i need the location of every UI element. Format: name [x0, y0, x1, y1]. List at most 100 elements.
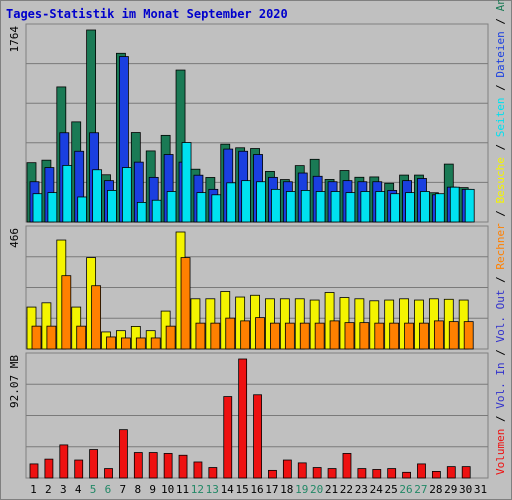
legend-entry: /: [494, 409, 507, 429]
bar-rechner: [106, 336, 116, 350]
bar-volumen: [327, 468, 337, 479]
x-tick-label: 22: [340, 483, 353, 496]
bar-seiten: [151, 199, 162, 223]
bar-rechner: [448, 321, 459, 350]
bar-rechner: [210, 322, 221, 350]
x-tick-label: 19: [295, 483, 308, 496]
bar-volumen: [59, 444, 69, 479]
bar-seiten: [196, 192, 207, 223]
bar-rechner: [165, 325, 176, 350]
bar-seiten: [241, 180, 252, 223]
bar-volumen: [253, 394, 262, 479]
legend-entry: Vol. Out: [494, 290, 507, 343]
legend-entry: /: [494, 343, 507, 363]
bar-volumen: [193, 461, 203, 479]
x-tick-label: 20: [310, 483, 323, 496]
x-tick-label: 31: [474, 483, 487, 496]
bar-volumen: [89, 449, 99, 479]
bar-seiten: [449, 186, 460, 223]
x-tick-label: 25: [385, 483, 398, 496]
bar-seiten: [136, 202, 147, 223]
bar-seiten: [211, 194, 222, 223]
bar-rechner: [270, 322, 280, 350]
legend-entry: /: [494, 11, 507, 31]
x-tick-label: 10: [161, 483, 174, 496]
bar-rechner: [284, 322, 295, 350]
bar-volumen: [268, 469, 277, 479]
x-tick-label: 30: [459, 483, 472, 496]
bar-volumen: [29, 463, 39, 479]
x-tick-label: 21: [325, 483, 338, 496]
x-tick-label: 28: [429, 483, 442, 496]
legend-entry: /: [494, 78, 507, 98]
bar-volumen: [208, 467, 218, 479]
x-tick-label: 15: [235, 483, 248, 496]
bar-seiten: [166, 191, 177, 223]
bar-rechner: [374, 322, 385, 350]
bar-seiten: [122, 167, 132, 223]
bar-seiten: [256, 181, 266, 223]
bar-seiten: [315, 191, 326, 223]
legend-entry: /: [494, 203, 507, 223]
bar-rechner: [61, 275, 72, 350]
legend-entry: Rechner: [494, 223, 507, 270]
bar-volumen: [461, 466, 471, 479]
bar-volumen: [357, 468, 367, 479]
x-tick-label: 8: [134, 483, 141, 496]
legend-entry: Seiten: [494, 97, 507, 137]
bar-rechner: [389, 322, 400, 350]
bar-volumen: [387, 468, 397, 479]
x-tick-label: 2: [45, 483, 52, 496]
x-tick-label: 18: [280, 483, 293, 496]
bar-volumen: [119, 429, 128, 479]
x-tick-label: 7: [120, 483, 127, 496]
x-tick-label: 27: [414, 483, 427, 496]
bar-volumen: [431, 471, 441, 479]
bar-seiten: [226, 182, 237, 223]
bar-rechner: [121, 337, 131, 350]
bar-rechner: [180, 257, 191, 350]
bar-volumen: [282, 459, 292, 479]
bar-rechner: [91, 285, 102, 350]
legend-entry: Volumen: [494, 429, 507, 475]
bar-seiten: [375, 191, 386, 223]
x-tick-label: 12: [191, 483, 204, 496]
bar-seiten: [300, 190, 311, 223]
legend-entry: Anfragen: [494, 0, 507, 11]
bar-rechner: [240, 320, 251, 350]
bar-volumen: [312, 467, 322, 479]
bar-rechner: [463, 321, 474, 350]
x-tick-label: 3: [60, 483, 67, 496]
bar-rechner: [344, 322, 355, 350]
bar-volumen: [297, 462, 307, 479]
legend-entry: Dateien: [494, 31, 507, 77]
x-tick-label: 16: [250, 483, 263, 496]
bar-volumen: [163, 453, 173, 479]
bar-seiten: [464, 188, 475, 223]
y-max-label: 92.07 MB: [8, 355, 21, 408]
bar-seiten: [405, 192, 415, 223]
bar-rechner: [255, 317, 265, 350]
bar-seiten: [181, 142, 192, 223]
bar-seiten: [434, 193, 445, 223]
bar-volumen: [148, 452, 158, 479]
bar-volumen: [223, 396, 233, 479]
bar-volumen: [417, 463, 426, 479]
bar-rechner: [299, 322, 310, 350]
x-tick-label: 1: [30, 483, 37, 496]
x-tick-label: 29: [444, 483, 457, 496]
chart-title: Tages-Statistik im Monat September 2020: [6, 7, 288, 21]
bar-seiten: [92, 169, 103, 223]
bar-volumen: [178, 454, 188, 479]
bar-rechner: [404, 322, 414, 350]
bar-rechner: [135, 337, 146, 350]
bar-rechner: [359, 322, 370, 350]
bar-volumen: [74, 459, 84, 479]
y-max-label: 1764: [8, 26, 21, 53]
bar-seiten: [420, 191, 430, 223]
bar-seiten: [77, 196, 88, 223]
y-max-label: 466: [8, 228, 21, 248]
bar-volumen: [342, 453, 352, 479]
bar-volumen: [44, 458, 54, 479]
x-tick-label: 9: [149, 483, 156, 496]
